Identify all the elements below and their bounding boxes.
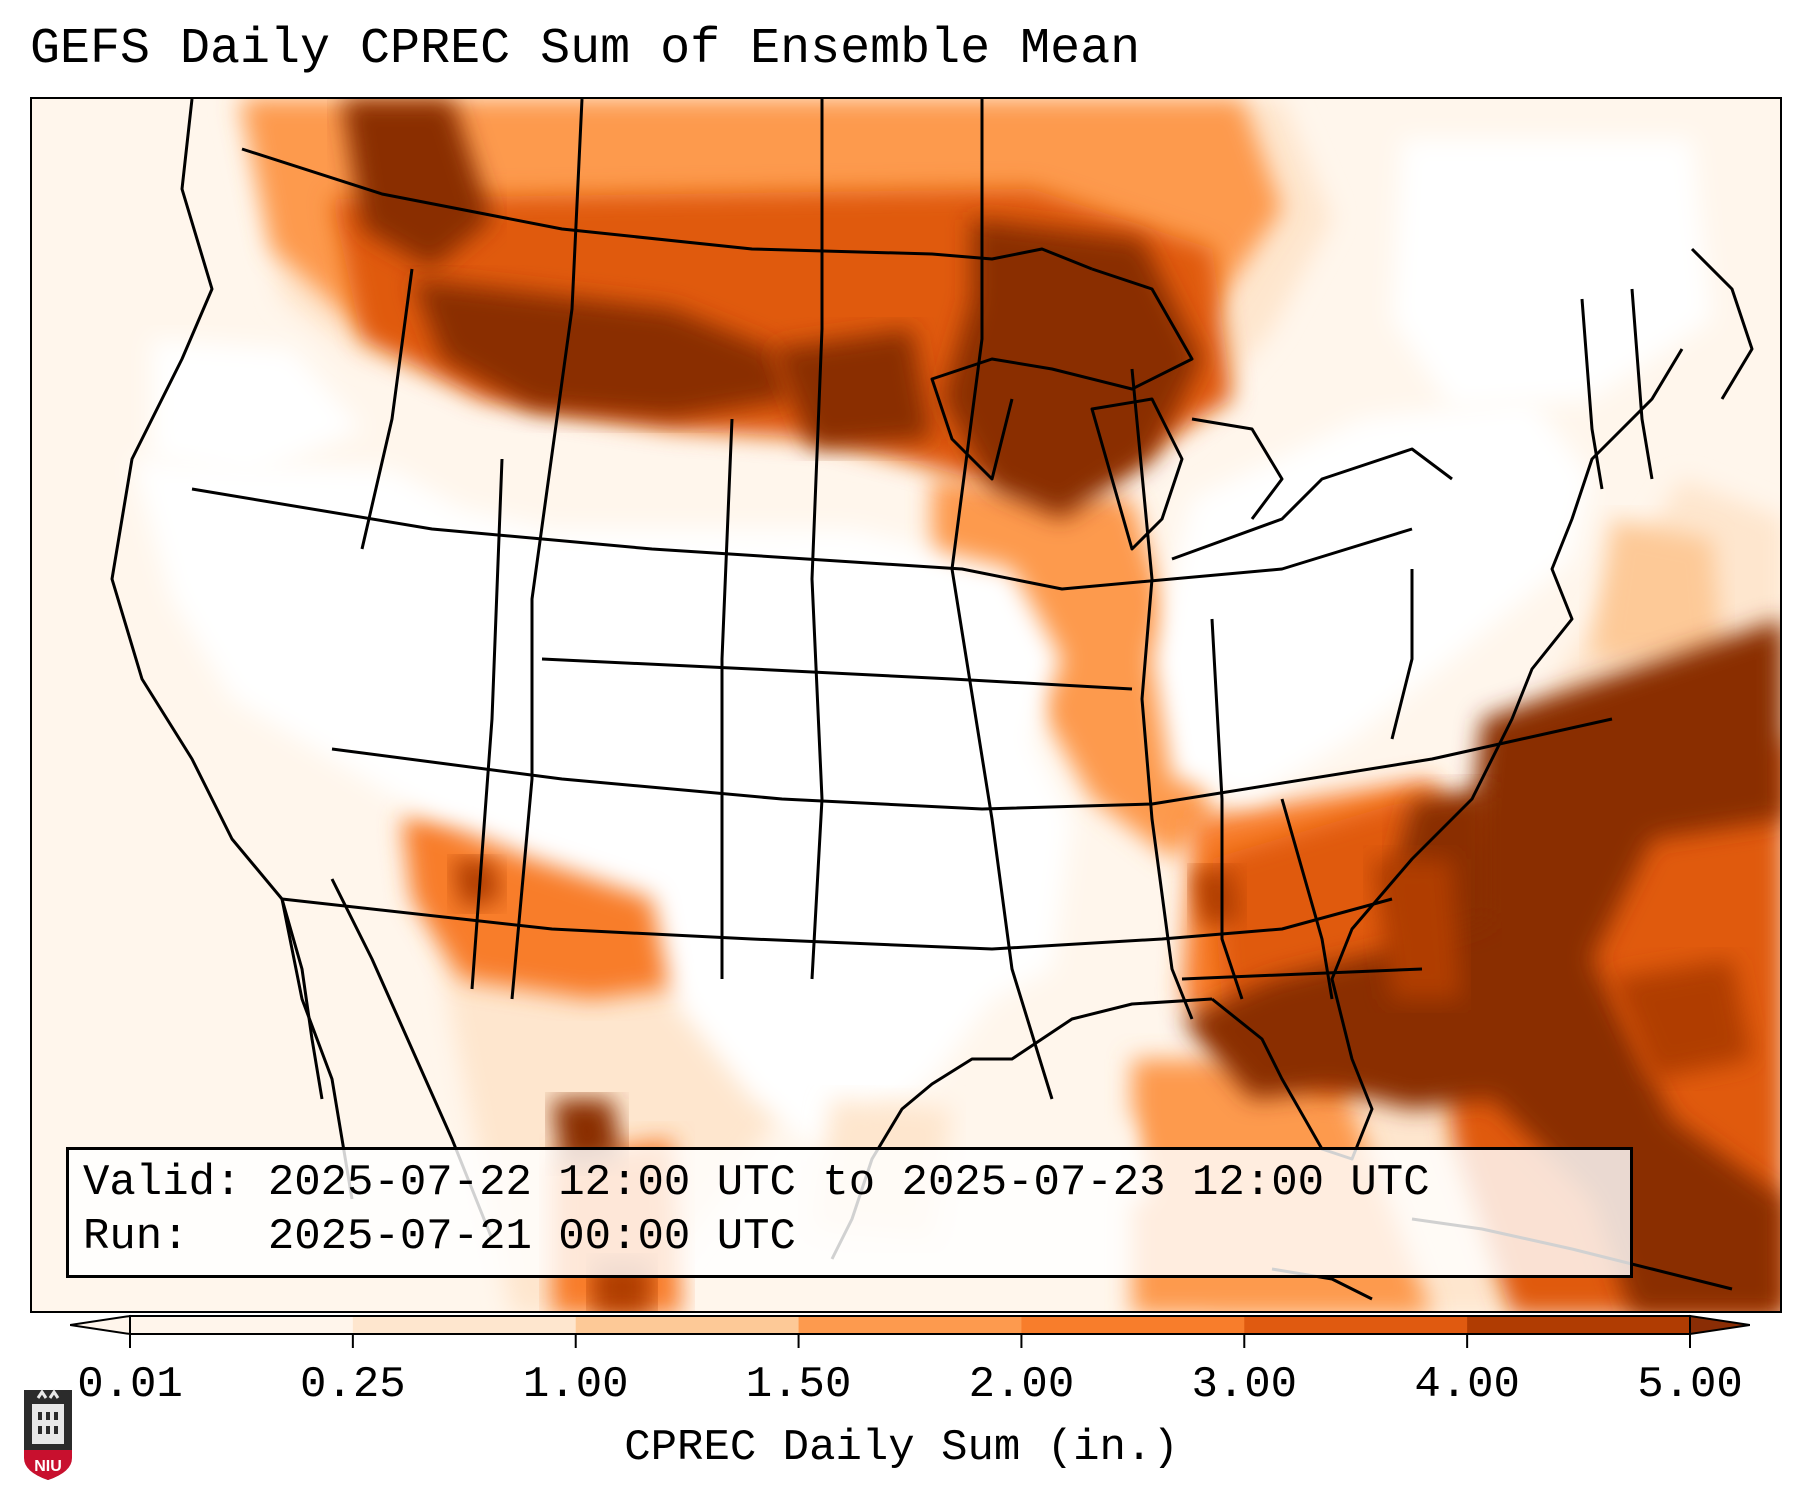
- colorbar-segment: [130, 1316, 354, 1334]
- colorbar-segment: [798, 1316, 1022, 1334]
- valid-time-text: Valid: 2025-07-22 12:00 UTC to 2025-07-2…: [83, 1158, 1430, 1208]
- colorbar-tick-label: 0.01: [77, 1360, 183, 1410]
- colorbar-extend-low: [70, 1314, 131, 1336]
- run-time-text: Run: 2025-07-21 00:00 UTC: [83, 1212, 796, 1262]
- colorbar: [70, 1314, 1750, 1348]
- colorbar-tick-label: 1.00: [522, 1360, 629, 1410]
- niu-shield-icon: [24, 1389, 72, 1480]
- colorbar-segment: [575, 1316, 800, 1334]
- info-box: Valid: 2025-07-22 12:00 UTC to 2025-07-2…: [66, 1147, 1633, 1278]
- map-canvas: [110, 99, 1780, 1311]
- colorbar-tick-label: 4.00: [1414, 1360, 1520, 1410]
- colorbar-segment: [352, 1316, 577, 1334]
- logo-text: NIU: [34, 1458, 62, 1475]
- boundary-lines: [110, 99, 1754, 1301]
- colorbar-extend-high: [1689, 1314, 1750, 1336]
- colorbar-tick-label: 5.00: [1637, 1360, 1743, 1410]
- niu-logo: NIU: [18, 1384, 78, 1482]
- colorbar-tick-label: 0.25: [300, 1360, 406, 1410]
- colorbar-tick-label: 1.50: [745, 1360, 852, 1410]
- colorbar-label: CPREC Daily Sum (in.): [624, 1423, 1179, 1473]
- precip-field: [132, 99, 1780, 1311]
- map-title: GEFS Daily CPREC Sum of Ensemble Mean: [30, 21, 1141, 78]
- colorbar-tick-label: 3.00: [1191, 1360, 1298, 1410]
- colorbar-outline: [129, 1315, 1691, 1335]
- precip-map: [30, 97, 1782, 1313]
- colorbar-segment: [1467, 1316, 1691, 1334]
- colorbar-segment: [1244, 1316, 1468, 1334]
- colorbar-segment: [1021, 1316, 1245, 1334]
- colorbar-tick-label: 2.00: [968, 1360, 1075, 1410]
